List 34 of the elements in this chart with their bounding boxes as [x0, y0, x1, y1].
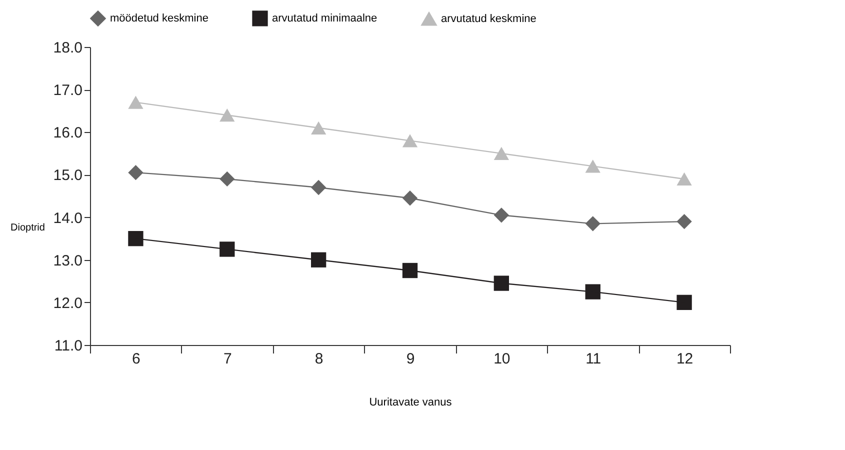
point — [676, 294, 692, 310]
legend-label: arvutatud keskmine — [441, 12, 536, 25]
point — [585, 160, 600, 173]
x-tick-label: 12 — [676, 350, 694, 368]
y-tick-label: 17.0 — [53, 82, 82, 100]
point — [494, 276, 510, 291]
y-tick-label: 16.0 — [53, 124, 82, 142]
point — [402, 262, 418, 278]
legend-label: möödetud keskmine — [110, 12, 208, 24]
x-tick-label: 9 — [406, 350, 415, 368]
x-tick-label: 10 — [494, 350, 510, 368]
y-tick-label: 14.0 — [53, 210, 82, 227]
point — [310, 121, 326, 134]
y-tick-label: 15.0 — [53, 167, 82, 184]
legend-label: arvutatud minimaalne — [272, 12, 378, 24]
point — [585, 284, 600, 300]
y-tick-label: 13.0 — [53, 252, 82, 270]
x-tick-label: 7 — [223, 350, 232, 368]
point — [220, 242, 235, 257]
y-axis-title: Dioptrid — [10, 222, 45, 234]
y-tick-label: 18.0 — [53, 40, 82, 56]
point — [676, 172, 692, 186]
point — [128, 230, 144, 246]
x-axis-title: Uuritavate vanus — [369, 396, 452, 408]
y-tick-label: 11.0 — [54, 338, 82, 354]
x-tick-label: 11 — [586, 350, 602, 368]
point — [310, 252, 326, 268]
point — [676, 214, 692, 230]
point — [494, 146, 510, 160]
point — [128, 165, 144, 180]
y-tick-label: 12.0 — [53, 294, 82, 312]
x-tick-label: 8 — [314, 350, 324, 368]
point — [128, 96, 144, 109]
x-tick-label: 6 — [132, 350, 140, 368]
